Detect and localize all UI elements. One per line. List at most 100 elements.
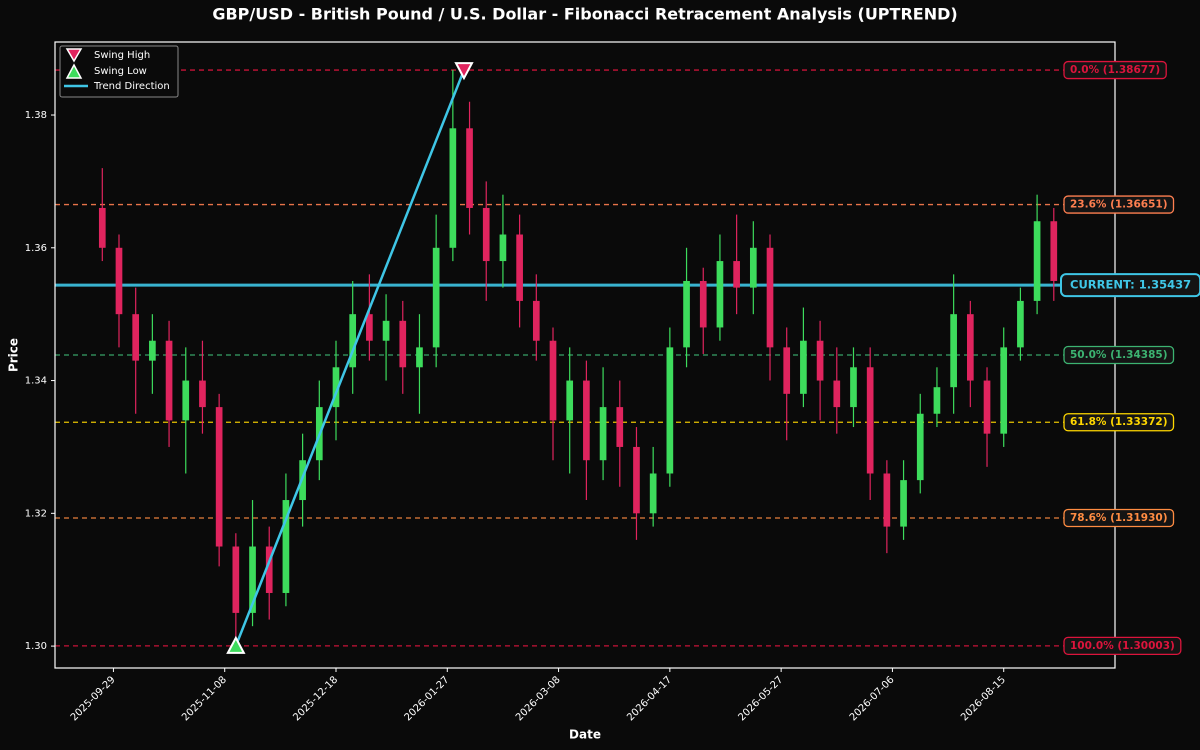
chart-title: GBP/USD - British Pound / U.S. Dollar - … [212, 5, 957, 24]
candle-body [950, 314, 957, 388]
fib-label-group: 23.6% (1.36651) [1063, 195, 1175, 214]
candle-body [916, 413, 924, 481]
candle-body [666, 347, 674, 474]
candle-body [249, 546, 256, 613]
fib-label: 23.6% (1.36651) [1070, 199, 1168, 211]
trend-line [234, 69, 466, 647]
candle-body [683, 280, 690, 348]
candle-body [866, 367, 874, 474]
fib-label-box [1063, 636, 1182, 656]
candle-body [583, 380, 590, 461]
candle-body [699, 280, 707, 328]
y-tick-label: 1.38 [25, 110, 47, 121]
candle-body [199, 380, 206, 408]
x-tick-label: 2025-11-08 [180, 674, 229, 723]
candle-body [182, 380, 190, 421]
fib-label-group: 50.0% (1.34385) [1063, 345, 1175, 365]
legend-label: Swing Low [94, 66, 147, 77]
x-tick-label: 2025-12-18 [291, 674, 340, 723]
candle-body [649, 473, 657, 514]
candle-body [366, 314, 373, 341]
candle-body [432, 247, 440, 348]
candle-body [499, 234, 507, 262]
y-axis-label: Price [7, 338, 21, 372]
candle-body [416, 347, 423, 368]
candle-body [115, 247, 123, 315]
x-tick-label: 2026-07-06 [848, 674, 897, 723]
candle-body [766, 247, 774, 348]
candle-body [716, 261, 724, 328]
legend-swing-high-icon [65, 48, 83, 63]
legend-label: Swing High [94, 50, 150, 61]
candle-body [215, 407, 223, 547]
candle-body [399, 320, 407, 368]
candle-body [549, 340, 557, 421]
x-tick-label: 2026-05-27 [737, 674, 786, 723]
swing-high-marker [454, 62, 474, 81]
candle-body [165, 340, 173, 421]
fib-label-box [1063, 413, 1175, 432]
candle-body [482, 207, 490, 262]
candle-body [382, 320, 390, 341]
candle-body [282, 500, 290, 593]
candle-body [816, 340, 824, 381]
fib-label: 50.0% (1.34385) [1070, 349, 1168, 361]
y-tick-label: 1.34 [25, 376, 47, 387]
fib-label-group: 78.6% (1.31930) [1063, 508, 1175, 528]
legend-swing-low-icon [65, 63, 83, 79]
candle-body [783, 347, 791, 394]
candle-body [900, 480, 907, 527]
candle-body [733, 261, 740, 288]
candle-body [616, 407, 624, 447]
current-price-label: CURRENT: 1.35437 [1070, 278, 1191, 292]
candle-body [349, 314, 357, 368]
candle-body [532, 300, 540, 341]
y-tick-label: 1.36 [25, 243, 47, 254]
fib-label-box [1063, 508, 1175, 528]
candle-body [833, 380, 841, 408]
candle-body [516, 234, 523, 301]
candle-body [599, 407, 607, 461]
candle-body [1017, 300, 1024, 348]
current-price-label-group: CURRENT: 1.35437 [1060, 273, 1200, 298]
fib-label: 100.0% (1.30003) [1070, 640, 1175, 652]
candle-body [1050, 221, 1058, 281]
candle-body [933, 387, 941, 414]
candle-body [332, 367, 340, 408]
candle-body [800, 340, 807, 394]
x-tick-label: 2026-04-17 [625, 674, 674, 723]
fib-label: 78.6% (1.31930) [1070, 512, 1168, 524]
candle-body [633, 446, 640, 514]
candle-body [449, 128, 457, 248]
candle-body [232, 546, 240, 613]
current-price-label-box [1060, 273, 1200, 298]
x-tick-label: 2026-08-15 [959, 674, 1008, 723]
legend-label: Trend Direction [93, 81, 170, 92]
y-tick-label: 1.32 [25, 508, 47, 519]
swing-low-marker [226, 635, 246, 654]
candle-body [1033, 221, 1041, 301]
x-axis-label: Date [569, 728, 601, 742]
fib-label-box [1063, 60, 1167, 80]
fib-label-group: 61.8% (1.33372) [1063, 413, 1175, 432]
candle-body [749, 247, 757, 288]
y-tick-label: 1.30 [25, 641, 47, 652]
x-tick-label: 2026-01-27 [403, 674, 452, 723]
x-tick-label: 2026-03-08 [514, 674, 563, 723]
candle-body [1000, 347, 1008, 434]
candle-body [566, 380, 574, 421]
fib-label: 61.8% (1.33372) [1070, 416, 1168, 428]
candle-body [98, 207, 106, 248]
legend: Swing High Swing Low Trend Direction [59, 45, 179, 98]
candle-body [883, 473, 891, 527]
fib-label: 0.0% (1.38677) [1070, 64, 1160, 76]
candle-body [466, 128, 473, 208]
candle-body [966, 314, 974, 381]
x-tick-label: 2025-09-29 [69, 674, 118, 723]
candle-body [850, 367, 857, 408]
fib-label-group: 100.0% (1.30003) [1063, 636, 1182, 656]
legend-box [59, 45, 179, 98]
fib-label-box [1063, 345, 1175, 365]
fib-label-group: 0.0% (1.38677) [1063, 60, 1167, 80]
